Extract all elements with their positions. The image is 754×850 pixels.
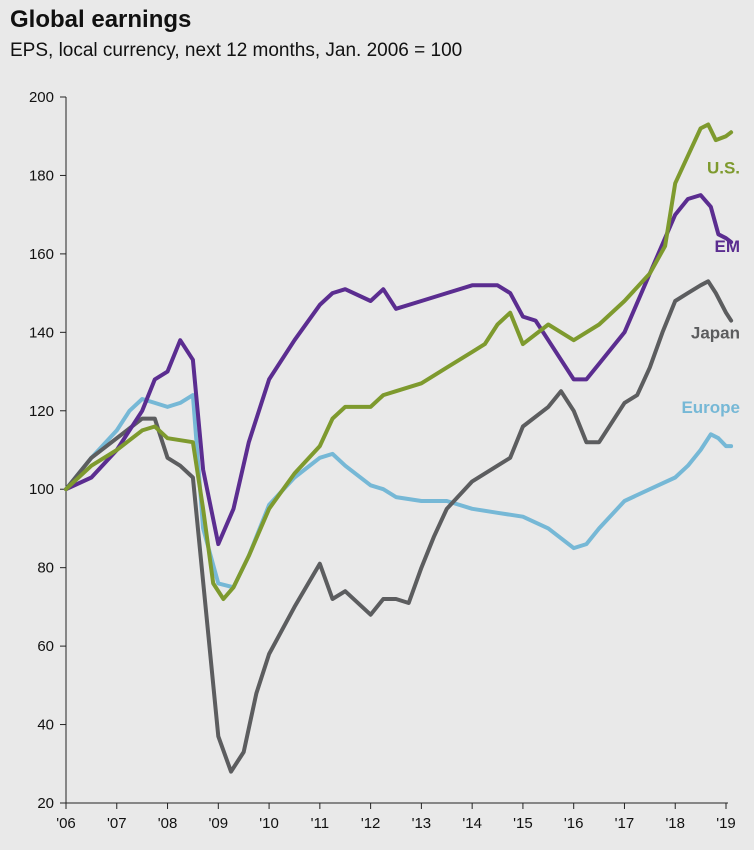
chart-series (64, 122, 734, 774)
x-tick-label: '08 (158, 815, 178, 832)
y-tick-label: 120 (29, 403, 54, 420)
y-tick-label: 20 (37, 795, 54, 812)
y-tick-label: 200 (29, 89, 54, 106)
series-line-europe (64, 393, 734, 590)
chart-title: Global earnings (10, 6, 192, 33)
y-tick-label: 60 (37, 638, 54, 655)
y-tick-label: 40 (37, 717, 54, 734)
chart-axes: 20 40 60 80 100 120 140 160 180 200 '06 '07 '08 '09 '1… (29, 89, 736, 832)
x-tick-label: '06 (56, 815, 76, 832)
chart-subtitle: EPS, local currency, next 12 months, Jan… (10, 40, 463, 61)
x-tick-label: '09 (209, 815, 229, 832)
series-labels: U.S. EM Japan Europe (681, 159, 740, 417)
series-label-japan: Japan (691, 323, 740, 342)
y-tick-label: 140 (29, 324, 54, 341)
y-tick-label: 80 (37, 560, 54, 577)
y-tick-label: 180 (29, 167, 54, 184)
series-label-us: U.S. (707, 159, 740, 178)
series-label-europe: Europe (681, 398, 740, 417)
x-tick-label: '11 (311, 815, 329, 832)
y-tick-label: 100 (29, 481, 54, 498)
x-tick-label: '18 (665, 815, 685, 832)
series-line-us (64, 122, 734, 601)
series-label-em: EM (715, 237, 741, 256)
series-line-em (64, 193, 734, 547)
x-tick-label: '13 (412, 815, 432, 832)
x-tick-label: '16 (564, 815, 584, 832)
y-tick-label: 160 (29, 246, 54, 263)
x-tick-label: '17 (615, 815, 635, 832)
x-tick-label: '19 (716, 815, 736, 832)
x-tick-label: '10 (259, 815, 279, 832)
x-tick-label: '15 (513, 815, 533, 832)
x-tick-label: '14 (462, 815, 482, 832)
x-tick-label: '12 (361, 815, 381, 832)
series-line-japan (64, 279, 734, 774)
x-tick-label: '07 (107, 815, 127, 832)
